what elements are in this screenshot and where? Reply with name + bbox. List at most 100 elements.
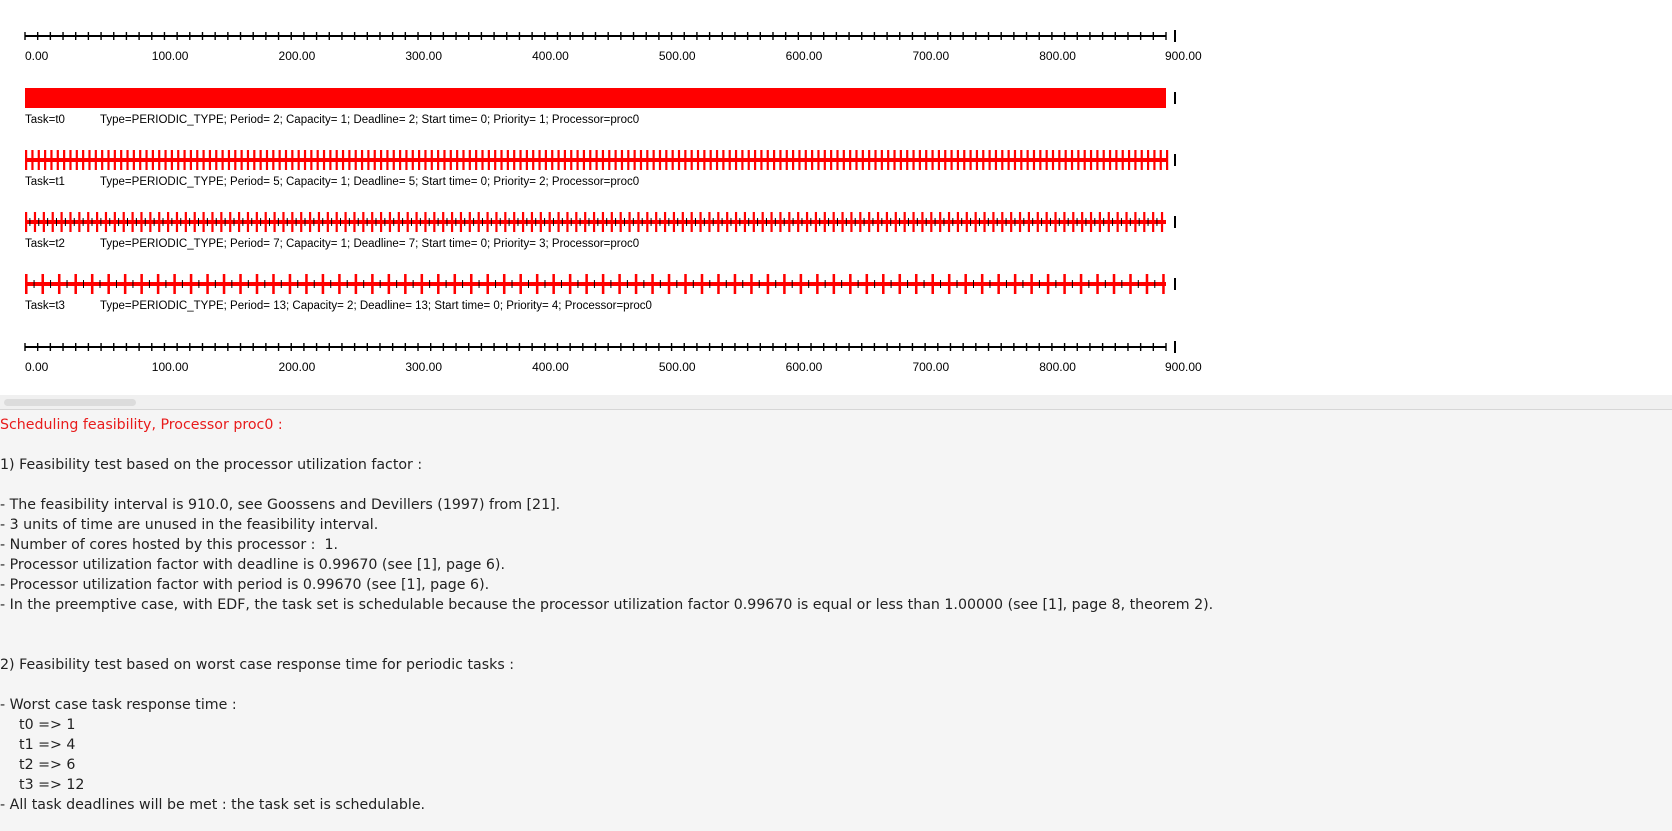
task-t2-execution-bar [220, 212, 223, 232]
task-t1-execution-bar [132, 150, 135, 170]
task-t2-execution-bar [770, 212, 773, 232]
task-t1-execution-bar [151, 150, 154, 170]
task-t1-execution-bar [582, 150, 586, 170]
task-t2-execution-bar [1063, 212, 1066, 232]
task-t2-execution-bar [433, 212, 436, 232]
task-t1-execution-bar [329, 150, 332, 170]
task-t1-execution-bar [177, 150, 180, 170]
task-t1-execution-bar [120, 150, 123, 170]
task-t1-execution-bar [1153, 150, 1156, 170]
task-t1-execution-bar [608, 150, 611, 170]
task-t2-execution-bar [504, 212, 507, 232]
section1-line: - The feasibility interval is 910.0, see… [0, 497, 561, 513]
task-t1-execution-bar [221, 150, 224, 170]
task-t2-execution-bar [406, 212, 409, 232]
task-t2-execution-bar [672, 212, 676, 232]
task-t1-execution-bar [696, 150, 700, 170]
task-t3-execution-bar [849, 274, 852, 294]
task-t2-execution-bar [859, 212, 862, 232]
task-t1-execution-bar [931, 150, 934, 170]
task-t1-execution-bar [1096, 150, 1099, 170]
feasibility-report: Scheduling feasibility, Processor proc0 … [0, 410, 1672, 831]
task-t1-execution-bar [158, 150, 161, 170]
task-t1-execution-bar [1127, 150, 1131, 170]
task-t2-execution-bar [202, 212, 205, 232]
task-t1-execution-bar [944, 150, 947, 170]
task-t1-execution-bar [665, 150, 668, 170]
bottom-axis-tick-label: 600.00 [786, 360, 823, 374]
task-t2-execution-bar [388, 212, 392, 232]
task-t1-execution-bar [513, 150, 516, 170]
task-t1-execution-bar [284, 150, 288, 170]
task-t1-execution-bar [595, 150, 598, 170]
task-t2-execution-bar [548, 212, 551, 232]
task-t2-execution-bar [1054, 212, 1057, 232]
task-t1-execution-bar [1166, 150, 1169, 170]
task-t1-execution-bar [164, 150, 167, 170]
task-t3-execution-bar [140, 274, 143, 294]
task-t1-execution-bar [988, 150, 991, 170]
task-t1-execution-bar [297, 150, 300, 170]
task-t2-execution-bar [246, 212, 250, 232]
task-t1-execution-bar [481, 150, 484, 170]
task-t1-execution-bar [519, 150, 522, 170]
task-t1-execution-bar [310, 150, 313, 170]
task-t1-execution-bar [291, 150, 294, 170]
task-t3-execution-bar [1030, 274, 1033, 294]
task-t1-execution-bar [734, 150, 738, 170]
task-t1-execution-bar [728, 150, 731, 170]
task-t2-execution-bar [628, 212, 631, 232]
task-t2-execution-bar [947, 212, 951, 232]
task-t1-execution-bar [101, 150, 104, 170]
task-t1-execution-bar [449, 150, 452, 170]
task-t1-execution-bar [722, 150, 725, 170]
task-t1-execution-bar [906, 150, 909, 170]
task-t1-execution-bar [1020, 150, 1023, 170]
task-t2-execution-bar [229, 212, 232, 232]
task-t1-execution-bar [963, 150, 966, 170]
task-t2-execution-bar [140, 212, 143, 232]
task-t2-execution-bar [876, 212, 880, 232]
task-t1-execution-bar [912, 150, 915, 170]
task-t1-execution-bar [551, 150, 554, 170]
task-t3-execution-bar [25, 274, 28, 294]
task-t1-execution-bar [956, 150, 960, 170]
task-t2-execution-bar [903, 212, 906, 232]
task-t3-execution-bar [783, 274, 786, 294]
task-t2-execution-bar [1027, 212, 1031, 232]
task-t1-execution-bar [392, 150, 395, 170]
task-t1-execution-bar [842, 150, 845, 170]
task-t3-execution-bar [684, 274, 687, 294]
task-t1-execution-bar [494, 150, 497, 170]
task-t3-execution-bar [321, 274, 325, 294]
task-t1-execution-bar [360, 150, 364, 170]
task-t1-execution-bar [620, 150, 624, 170]
top-axis-tick-label: 700.00 [912, 49, 949, 63]
task-t3-execution-bar [288, 274, 292, 294]
task-info: Type=PERIODIC_TYPE; Period= 7; Capacity=… [100, 238, 639, 250]
task-t2-execution-bar [1125, 212, 1128, 232]
task-t3-execution-bar [700, 274, 704, 294]
task-t2-execution-bar [175, 212, 179, 232]
task-t2-execution-bar [477, 212, 480, 232]
task-t2-execution-bar [166, 212, 170, 232]
task-t1-execution-bar [437, 150, 440, 170]
horizontal-scrollbar[interactable] [0, 395, 1672, 410]
task-t2-execution-bar [424, 212, 427, 232]
task-t1-execution-bar [1159, 150, 1162, 170]
task-t1-execution-bar [278, 150, 281, 170]
task-t3-execution-bar [239, 274, 242, 294]
task-t1-execution-bar [925, 150, 928, 170]
task-t1-execution-bar [753, 150, 757, 170]
task-t3-execution-bar [305, 274, 308, 294]
scrollbar-thumb[interactable] [4, 399, 136, 406]
task-t2-execution-bar [699, 212, 702, 232]
task-t3-execution-bar [404, 274, 407, 294]
task-t3-execution-bar [189, 274, 193, 294]
task-t2-execution-bar [51, 212, 54, 232]
task-t3-execution-bar [1112, 274, 1116, 294]
bottom-axis-tick-label: 700.00 [912, 360, 949, 374]
task-t1-execution-bar [849, 150, 852, 170]
task-t3-execution-bar [585, 274, 588, 294]
report-heading: Scheduling feasibility, Processor proc0 … [0, 417, 283, 433]
